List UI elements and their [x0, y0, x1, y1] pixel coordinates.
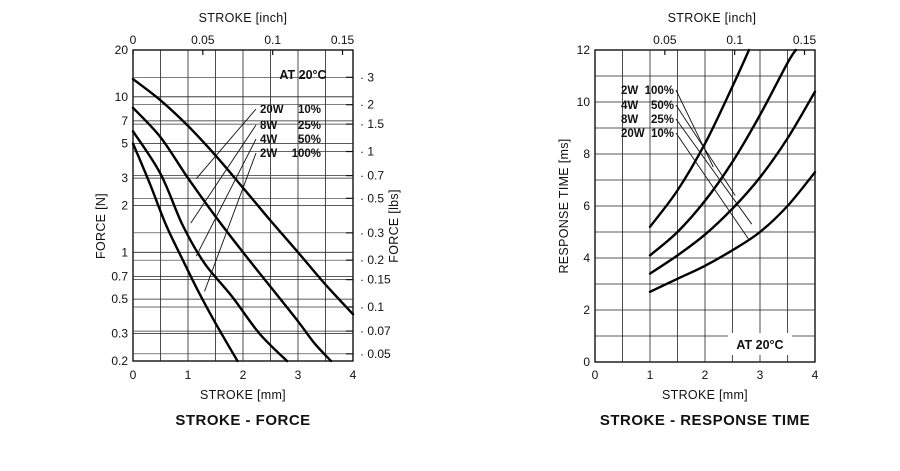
- y2-tick-label: · 0.3: [360, 226, 384, 240]
- legend-label: 100%: [292, 148, 321, 160]
- y2-tick-label: · 1: [360, 145, 374, 159]
- y2-tick-label: · 0.07: [360, 324, 391, 338]
- legend-leader: [204, 152, 257, 292]
- y-tick-label: 8: [583, 147, 590, 161]
- y2-tick-label: · 0.15: [360, 273, 391, 287]
- y-tick-label: 3: [121, 171, 128, 185]
- y-tick-label: 0.3: [111, 327, 128, 341]
- y-tick-label: 0: [583, 355, 590, 369]
- x2-tick-label: 0.15: [331, 33, 355, 47]
- y2-tick-label: · 3: [360, 70, 374, 84]
- y-axis-title: RESPONSE TIME [ms]: [557, 138, 571, 273]
- legend-leader: [195, 108, 257, 179]
- legend-leader: [190, 124, 257, 224]
- legend-label: 25%: [298, 120, 321, 132]
- annotation: AT 20°C: [736, 338, 783, 352]
- legend-leader: [675, 104, 736, 196]
- x-tick-label: 3: [757, 368, 764, 382]
- legend-label: 10%: [298, 104, 321, 116]
- x-tick-label: 4: [350, 368, 357, 382]
- legend-label: 4W: [260, 134, 277, 146]
- y-tick-label: 0.7: [111, 269, 128, 283]
- y-tick-label: 5: [121, 137, 128, 151]
- x2-axis-title: STROKE [inch]: [668, 11, 757, 25]
- y-tick-label: 2: [583, 303, 590, 317]
- stroke-force-chart: 0 1 2 3 4 0 0.05 0.1 0.15 0.2 0.3 0.5 0.7 1 2 3 5 7 10 20 · …: [94, 11, 401, 429]
- legend-label: 20W: [260, 104, 284, 116]
- grid: [132, 50, 353, 361]
- series-line: [131, 142, 239, 363]
- legend-label: 100%: [645, 85, 674, 97]
- x-axis-title: STROKE [mm]: [662, 388, 748, 402]
- x-tick-label: 0: [130, 368, 137, 382]
- legend-label: 2W: [260, 148, 277, 160]
- y-tick-label: 12: [577, 43, 591, 57]
- y2-tick-label: · 0.05: [360, 347, 391, 361]
- x-tick-label: 2: [240, 368, 247, 382]
- y2-tick-label: · 0.1: [360, 300, 384, 314]
- x-axis-title: STROKE [mm]: [200, 388, 286, 402]
- x-tick-label: 2: [702, 368, 709, 382]
- legend-label: 50%: [651, 100, 674, 112]
- x-tick-label: 1: [185, 368, 192, 382]
- y-tick-label: 0.2: [111, 354, 128, 368]
- series-line: [131, 106, 333, 363]
- legend-label: 8W: [621, 114, 638, 126]
- y-tick-label: 1: [121, 245, 128, 259]
- series-line: [648, 48, 751, 228]
- series-group: [648, 48, 817, 293]
- legend: 2W 100% 4W 50% 8W 25% 20W 10%: [621, 85, 753, 241]
- x2-tick-label: 0.05: [191, 33, 215, 47]
- annotation-box: [728, 333, 792, 355]
- y-axis-title: FORCE [N]: [94, 193, 108, 259]
- y2-axis-title: FORCE [lbs]: [387, 189, 401, 262]
- chart-title: STROKE - FORCE: [175, 412, 310, 429]
- x-tick-label: 3: [295, 368, 302, 382]
- chart-title: STROKE - RESPONSE TIME: [600, 412, 810, 429]
- y2-tick-label: · 0.7: [360, 169, 384, 183]
- annotation: AT 20°C: [279, 68, 326, 82]
- series-line: [648, 48, 797, 257]
- y2-tick-label: · 2: [360, 98, 374, 112]
- y-tick-label: 10: [115, 90, 129, 104]
- x-tick-label: 0: [592, 368, 599, 382]
- legend-label: 2W: [621, 85, 638, 97]
- x2-tick-label: 0.1: [264, 33, 281, 47]
- x-tick-label: 1: [647, 368, 654, 382]
- legend: 20W 10% 8W 25% 4W 50% 2W 100%: [190, 104, 321, 292]
- series-line: [131, 130, 289, 363]
- legend-leader: [675, 89, 714, 168]
- legend-label: 20W: [621, 128, 645, 140]
- x2-tick-label: 0.05: [653, 33, 677, 47]
- legend-leader: [675, 118, 753, 225]
- y2-tick-label: · 0.2: [360, 253, 384, 267]
- series-line: [648, 90, 817, 275]
- y-tick-label: 10: [577, 95, 591, 109]
- y-tick-label: 7: [121, 114, 128, 128]
- y-tick-label: 6: [583, 199, 590, 213]
- y-tick-label: 0.5: [111, 292, 128, 306]
- x2-axis-title: STROKE [inch]: [199, 11, 288, 25]
- legend-label: 10%: [651, 128, 674, 140]
- legend-label: 4W: [621, 100, 638, 112]
- y2-tick-label: · 1.5: [360, 117, 384, 131]
- y-tick-label: 4: [583, 251, 590, 265]
- legend-label: 25%: [651, 114, 674, 126]
- x2-tick-label: 0.1: [726, 33, 743, 47]
- legend-leader: [675, 132, 750, 241]
- series-line: [648, 171, 817, 293]
- x-tick-label: 4: [812, 368, 819, 382]
- legend-label: 50%: [298, 134, 321, 146]
- x2-tick-label: 0: [130, 33, 137, 47]
- y2-tick-label: · 0.5: [360, 191, 384, 205]
- legend-label: 8W: [260, 120, 277, 132]
- legend-leader: [195, 138, 257, 257]
- y-tick-label: 2: [121, 199, 128, 213]
- x2-tick-label: 0.15: [793, 33, 817, 47]
- tick-labels: 0 1 2 3 4 0 0.05 0.1 0.15 0.2 0.3 0.5 0.7 1 2 3 5 7 10 20 · …: [111, 33, 391, 382]
- y-tick-label: 20: [115, 43, 129, 57]
